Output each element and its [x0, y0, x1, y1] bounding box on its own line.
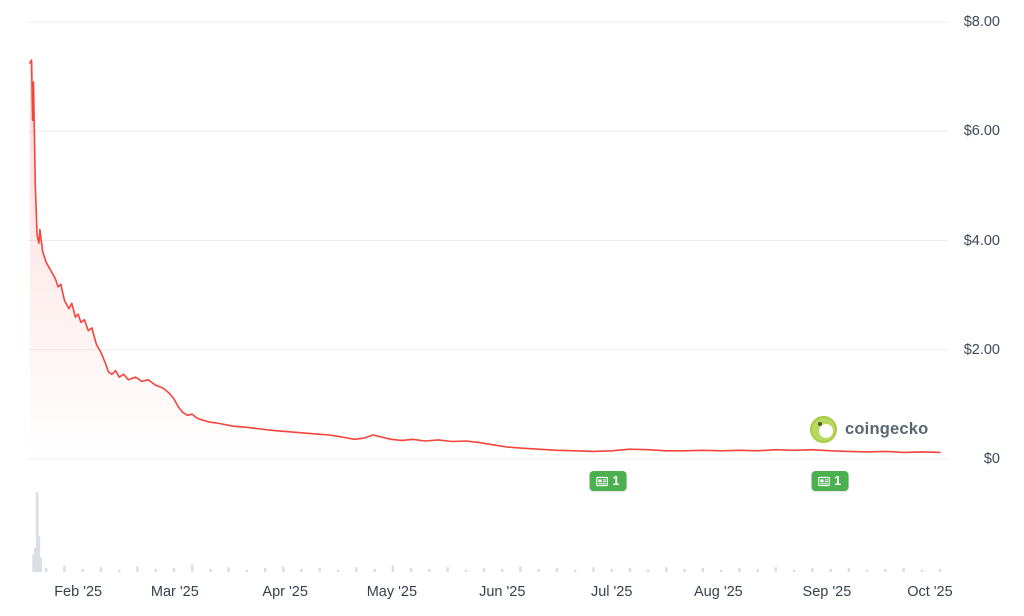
- coingecko-logo-icon: [810, 416, 837, 443]
- volume-bar: [154, 568, 157, 572]
- volume-bar: [920, 569, 923, 572]
- volume-bar: [811, 568, 814, 572]
- volume-bar: [464, 569, 467, 572]
- volume-bar: [501, 568, 504, 572]
- volume-bar: [428, 568, 431, 572]
- news-annotation-badge[interactable]: 1: [811, 471, 849, 491]
- volume-bar: [519, 566, 522, 572]
- price-area-fill: [29, 60, 941, 459]
- volume-bar: [35, 492, 39, 572]
- volume-bar: [683, 568, 686, 572]
- volume-bar: [646, 569, 650, 572]
- y-tick-label: $6.00: [963, 123, 1000, 140]
- volume-bar: [391, 565, 395, 572]
- volume-bar: [118, 569, 121, 572]
- x-tick-label: Oct '25: [907, 584, 953, 600]
- volume-bar: [884, 568, 887, 572]
- y-tick-label: $8.00: [963, 14, 1000, 30]
- volume-bar: [34, 548, 37, 572]
- volume-bar: [756, 568, 759, 572]
- x-tick-label: Feb '25: [54, 584, 103, 600]
- news-icon: [817, 476, 830, 486]
- volume-bar: [446, 567, 449, 572]
- volume-bar: [39, 557, 42, 572]
- x-tick-label: Sep '25: [802, 584, 852, 600]
- volume-bar: [555, 568, 559, 572]
- volume-bar: [99, 567, 103, 572]
- x-tick-label: Mar '25: [150, 584, 199, 600]
- volume-bar: [373, 568, 376, 572]
- volume-bar: [829, 568, 832, 572]
- volume-bar: [300, 568, 303, 572]
- volume-bar: [136, 566, 139, 572]
- volume-bar: [701, 568, 705, 572]
- volume-bar: [774, 567, 778, 572]
- volume-bar: [902, 568, 905, 572]
- volume-bar: [865, 569, 869, 572]
- volume-bar: [592, 567, 595, 572]
- volume-bar: [81, 568, 84, 572]
- volume-bar: [45, 568, 48, 572]
- volume-bar: [537, 568, 540, 572]
- volume-bar: [938, 568, 942, 572]
- news-icon: [596, 476, 608, 486]
- volume-bar: [245, 569, 249, 572]
- volume-bar: [610, 568, 613, 572]
- y-tick-label: $4.00: [963, 232, 1000, 249]
- volume-bar: [355, 567, 358, 572]
- volume-bar: [282, 566, 285, 572]
- volume-bar: [719, 569, 723, 572]
- y-tick-label: $0: [983, 451, 1000, 467]
- news-annotation-count: 1: [834, 474, 842, 488]
- volume-bar: [409, 568, 413, 572]
- x-tick-label: May '25: [366, 584, 418, 600]
- x-tick-label: Jun '25: [479, 584, 526, 600]
- volume-bar: [63, 565, 66, 572]
- news-annotation-badge[interactable]: 1: [589, 471, 627, 491]
- x-tick-label: Apr '25: [262, 584, 308, 600]
- volume-bar: [665, 567, 668, 572]
- coingecko-watermark-text: coingecko: [845, 420, 929, 438]
- volume-bar: [847, 568, 851, 572]
- price-line[interactable]: [29, 59, 941, 454]
- volume-bar: [209, 568, 212, 572]
- volume-bar: [336, 569, 340, 572]
- volume-bar: [37, 536, 41, 572]
- volume-bar: [32, 554, 35, 572]
- volume-bar: [263, 568, 267, 572]
- volume-bar: [628, 568, 632, 572]
- volume-bar: [227, 567, 230, 572]
- volume-bar: [172, 568, 176, 572]
- y-tick-label: $2.00: [963, 341, 1000, 358]
- volume-bar: [792, 569, 796, 572]
- volume-bar: [738, 568, 741, 572]
- volume-bar: [482, 568, 486, 572]
- volume-bar: [190, 564, 194, 572]
- x-tick-label: Jul '25: [590, 584, 633, 600]
- volume-bar: [573, 569, 577, 572]
- news-annotation-count: 1: [612, 474, 620, 488]
- coingecko-watermark: coingecko: [810, 416, 928, 443]
- x-tick-label: Aug '25: [694, 584, 743, 600]
- volume-bar: [318, 568, 322, 572]
